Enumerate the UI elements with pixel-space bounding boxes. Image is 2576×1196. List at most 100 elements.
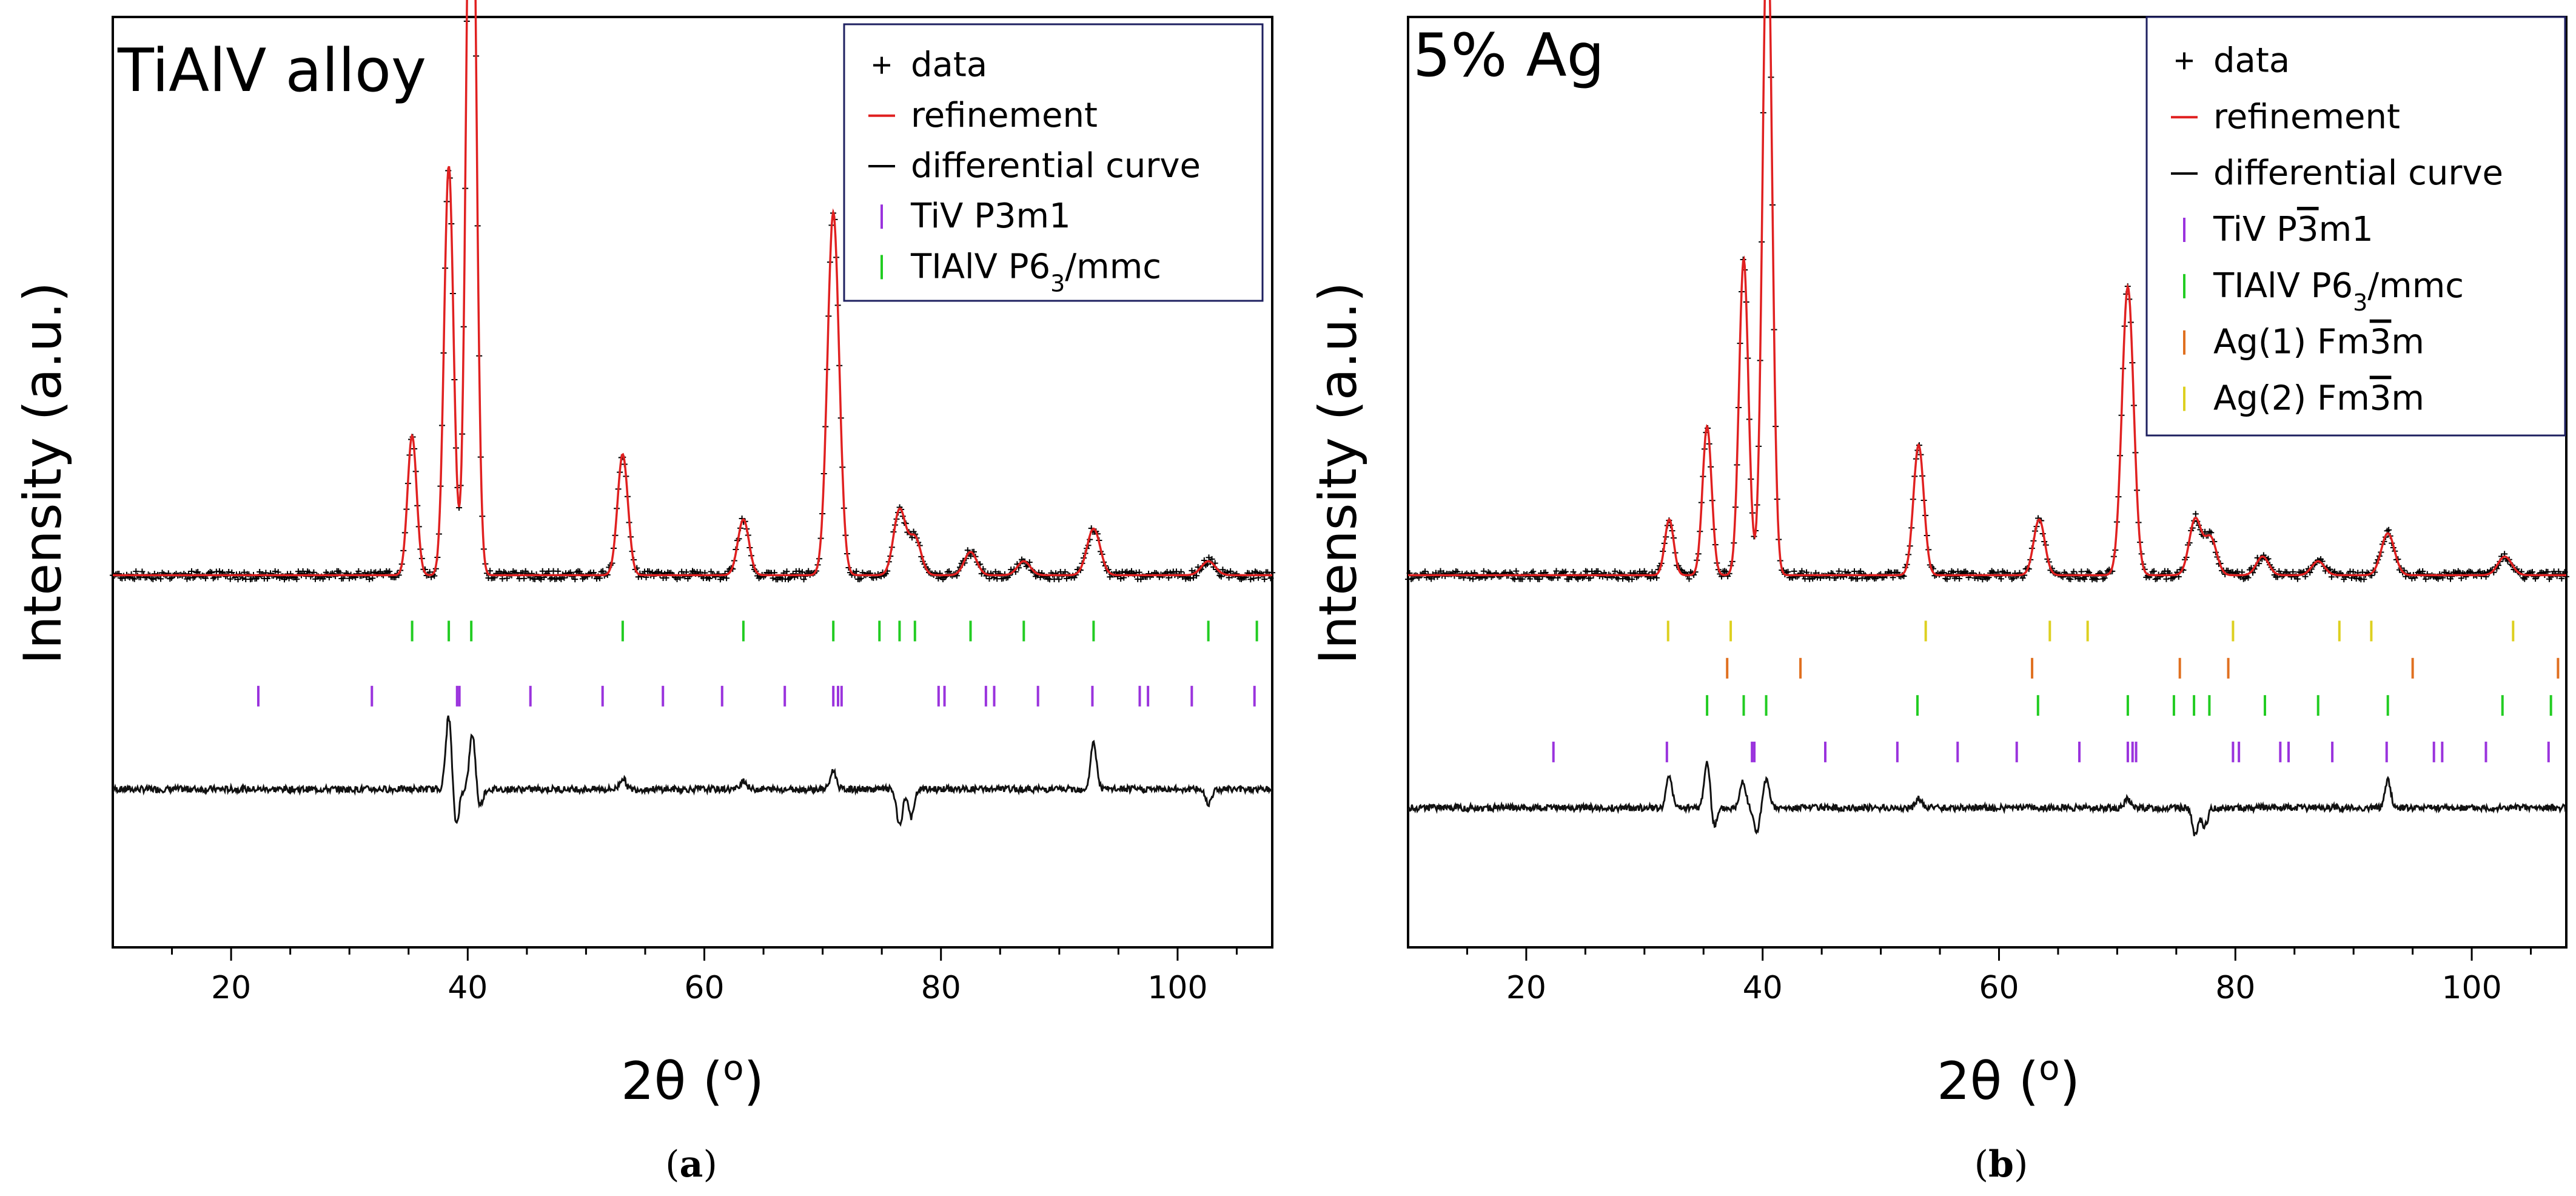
legend-label-post: m — [2391, 323, 2424, 362]
data-point — [1974, 575, 1981, 582]
legend-label: differential curve — [911, 146, 1201, 186]
plot-frame — [112, 16, 1273, 949]
data-point — [2245, 574, 2252, 581]
data-point — [133, 568, 139, 575]
reflection-ticks-row — [1666, 620, 2515, 642]
data-point — [184, 576, 190, 582]
data-point — [1842, 568, 1848, 575]
data-point — [555, 568, 562, 574]
data-point — [235, 576, 241, 583]
data-point — [946, 568, 953, 575]
data-point — [1647, 575, 1654, 582]
data-point — [706, 575, 713, 582]
data-point — [1536, 576, 1543, 582]
data-point — [1553, 568, 1560, 574]
x-axis-label-prefix: 2θ ( — [1937, 1051, 2039, 1112]
data-point — [2361, 576, 2367, 583]
data-point — [1187, 575, 1193, 582]
x-axis-label-prefix: 2θ ( — [621, 1051, 723, 1112]
data-point — [1629, 576, 1635, 583]
data-point — [2154, 575, 2161, 582]
reflection-ticks-row — [1726, 657, 2560, 679]
reflection-ticks-row — [257, 685, 1256, 707]
x-axis-label: 2θ (o) — [621, 1049, 764, 1112]
data-point — [2423, 576, 2429, 582]
data-point — [2070, 568, 2077, 575]
data-point — [2558, 575, 2565, 582]
data-point — [1469, 576, 1476, 582]
differential-curve — [1407, 761, 2567, 836]
x-tick-label: 80 — [2215, 970, 2255, 1006]
data-point — [2294, 576, 2301, 582]
legend-label-pre: TiV P — [2213, 210, 2297, 249]
x-tick-label: 60 — [684, 970, 724, 1006]
data-point — [1513, 568, 1520, 574]
data-point — [1619, 576, 1626, 582]
x-tick-label: 80 — [921, 970, 961, 1006]
data-point — [1836, 568, 1842, 574]
data-point — [1595, 568, 1602, 574]
x-axis-label-unit: o — [723, 1049, 743, 1088]
chart-panel-b: 20 40 60 80 100 Intensity (a.u.) 2θ (o) 5% Ag (b… — [1308, 0, 2569, 1186]
data-point — [2328, 574, 2335, 580]
legend-box — [843, 23, 1264, 302]
data-point — [967, 553, 974, 559]
data-point — [2420, 568, 2426, 574]
data-point — [2477, 568, 2483, 575]
legend-label-bar: 3 — [2297, 210, 2319, 249]
data-point — [799, 569, 805, 576]
panel-label-close: ) — [2014, 1143, 2028, 1186]
data-point — [1944, 576, 1950, 582]
data-point — [227, 576, 233, 582]
data-point — [1454, 568, 1461, 575]
data-point — [646, 568, 652, 575]
data-point — [1178, 568, 1184, 575]
data-point — [538, 576, 545, 583]
data-point — [1654, 574, 1660, 581]
reflection-ticks-row — [1706, 695, 2552, 716]
legend-label-sub: 3 — [1050, 270, 1065, 297]
data-point — [1562, 568, 1569, 575]
data-point — [805, 568, 812, 574]
data-point — [539, 568, 546, 574]
panel-label-close: ) — [703, 1143, 717, 1186]
data-point — [139, 568, 146, 575]
data-point — [355, 568, 362, 574]
data-point — [1422, 568, 1429, 575]
x-axis-label-unit: o — [2039, 1049, 2059, 1088]
data-point — [723, 575, 730, 582]
plot-frame — [1407, 16, 2568, 949]
data-point — [655, 568, 662, 575]
data-point — [2529, 569, 2535, 576]
data-point — [2290, 568, 2296, 575]
legend-label-pre: Ag(1) Fm — [2213, 323, 2370, 362]
data-point — [2561, 569, 2568, 576]
data-point — [1206, 554, 1212, 561]
data-point — [1785, 568, 1791, 575]
legend-label: TIAlV P63/mmc — [2213, 266, 2464, 316]
data-point — [1480, 568, 1487, 574]
legend-label: differential curve — [2213, 153, 2503, 193]
data-point — [1956, 576, 1963, 582]
data-point — [1193, 573, 1200, 579]
data-point — [1612, 568, 1618, 574]
panel-label: (b) — [1974, 1143, 2028, 1186]
data-point — [2208, 529, 2215, 536]
data-point — [2192, 511, 2199, 517]
data-point — [257, 569, 263, 576]
legend-label-post: /mmc — [1065, 247, 1161, 286]
data-point — [2078, 568, 2085, 575]
chart-panel-a: 20 40 60 80 100 Intensity (a.u.) 2θ (o) TiAlV a… — [13, 0, 1275, 1186]
legend-label-post: m1 — [2319, 210, 2373, 249]
data-point — [986, 576, 993, 582]
data-point — [1851, 568, 1857, 574]
data-point — [1261, 576, 1268, 582]
data-point — [150, 576, 156, 582]
data-point — [683, 569, 689, 576]
panel-label: (a) — [665, 1143, 717, 1186]
data-point — [2163, 576, 2170, 582]
data-point — [1954, 568, 1961, 575]
legend-label-bar: 3 — [2370, 323, 2392, 362]
data-point — [2327, 566, 2333, 573]
